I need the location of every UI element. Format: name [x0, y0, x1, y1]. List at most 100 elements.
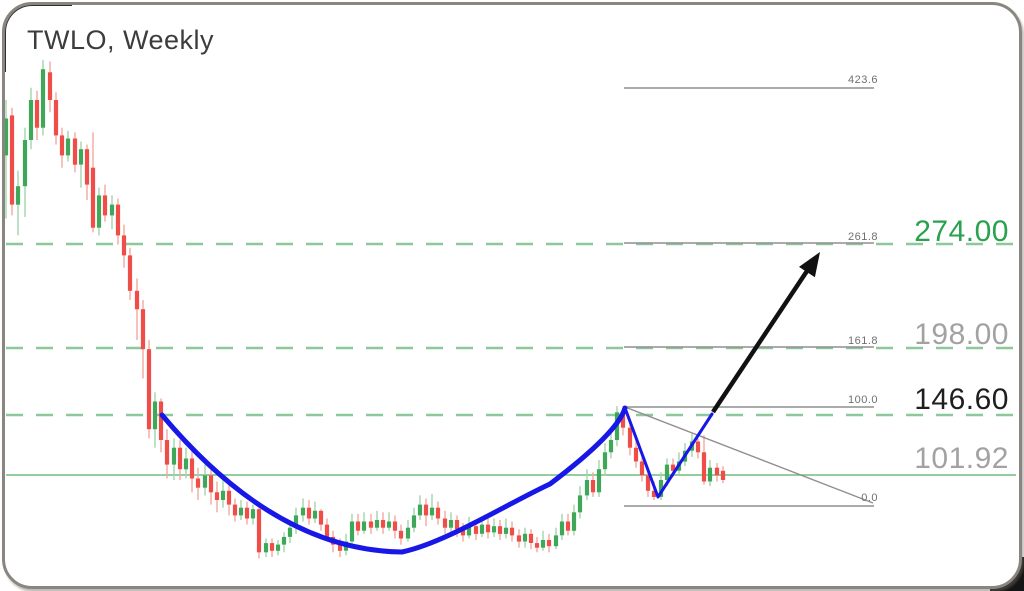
candle-body — [232, 504, 238, 516]
candle-body — [528, 533, 534, 543]
candle-body — [584, 480, 590, 496]
candle-body — [645, 475, 651, 491]
candle-body — [287, 527, 293, 537]
candle-body — [158, 401, 164, 440]
candle-body — [337, 544, 343, 551]
candle-body — [256, 509, 262, 553]
candle-body — [577, 495, 583, 513]
candle-body — [627, 427, 633, 448]
candle-body — [238, 507, 244, 516]
candle-body — [670, 464, 676, 471]
candle-body — [65, 138, 71, 156]
candle-body — [202, 475, 208, 488]
candle-body — [620, 412, 626, 428]
candle-body — [639, 461, 645, 476]
candle-body — [281, 536, 287, 545]
candle-body — [485, 524, 491, 533]
price-label-target-274: 274.00 — [914, 215, 1009, 248]
candle-body — [596, 469, 602, 493]
candle-body — [109, 204, 115, 216]
price-label-current-101: 101.92 — [914, 442, 1009, 475]
candle-body — [355, 521, 361, 531]
candle-body — [509, 527, 515, 536]
candle-body — [503, 527, 509, 534]
candle-body — [90, 167, 96, 228]
candle-body — [460, 529, 466, 536]
candle-body — [473, 526, 479, 534]
candle-body — [312, 510, 318, 519]
candle-body — [293, 515, 299, 528]
fib-level-label-161-8: 161.8 — [847, 335, 878, 347]
candle-body — [115, 204, 121, 236]
candle-body — [34, 100, 40, 128]
candle-body — [664, 464, 670, 480]
candle-body — [250, 509, 256, 519]
candle-body — [72, 138, 78, 165]
candle-body — [522, 533, 528, 542]
handle-v-annotation — [623, 406, 714, 499]
candle-body — [466, 526, 472, 536]
candle-body — [368, 521, 374, 528]
candle-body — [226, 490, 232, 505]
candle-body — [417, 504, 423, 516]
descending-trendline — [624, 406, 874, 504]
candle-body — [152, 401, 158, 430]
candle-body — [121, 235, 127, 256]
candle-body — [78, 149, 84, 165]
candle-body — [349, 521, 355, 542]
candle-body — [195, 478, 201, 488]
candle-body — [15, 186, 21, 205]
candle-body — [633, 447, 639, 462]
projection-arrow-shaft — [711, 269, 809, 414]
candle-body — [546, 540, 552, 547]
candle-body — [411, 515, 417, 528]
candle-body — [608, 440, 614, 453]
candle-body — [516, 535, 522, 542]
candle-body — [602, 452, 608, 470]
candle-body — [429, 507, 435, 516]
candle-body — [571, 512, 577, 531]
candle-body — [701, 452, 707, 482]
candle-body — [177, 447, 183, 470]
candle-body — [59, 135, 65, 156]
candle-body — [559, 521, 565, 536]
candle-body — [189, 458, 195, 479]
candle-body — [214, 492, 220, 500]
candle-body — [9, 115, 15, 205]
candle-body — [84, 149, 90, 185]
candle-body — [392, 521, 398, 531]
candle-body — [695, 441, 701, 453]
candle-body — [134, 290, 140, 310]
candle-body — [720, 470, 726, 480]
candle-body — [22, 140, 28, 187]
candle-body — [553, 535, 559, 547]
candle-body — [435, 507, 441, 519]
candle-body — [491, 526, 497, 533]
candle-body — [171, 447, 177, 465]
candle-body — [361, 521, 367, 531]
candle-body — [534, 543, 540, 548]
candle-body — [28, 100, 34, 140]
candle-body — [127, 255, 133, 291]
candle-body — [423, 504, 429, 516]
candle-body — [40, 69, 46, 128]
chart-title: TWLO, Weekly — [27, 25, 215, 55]
candle-body — [448, 520, 454, 528]
candle-body — [714, 467, 720, 476]
fib-level-label-100-0: 100.0 — [847, 394, 878, 406]
candle-body — [300, 507, 306, 516]
candle-body — [140, 309, 146, 350]
candle-body — [208, 475, 214, 493]
candle-body — [47, 72, 53, 100]
candle-body — [590, 480, 596, 493]
candle-body — [454, 520, 460, 530]
fib-level-label-423-6: 423.6 — [847, 74, 878, 86]
candle-body — [269, 543, 275, 551]
projection-arrow-head — [799, 252, 820, 278]
candle-body — [5, 118, 9, 156]
candle-body — [380, 520, 386, 528]
candle-body — [540, 540, 546, 548]
candle-body — [405, 527, 411, 539]
